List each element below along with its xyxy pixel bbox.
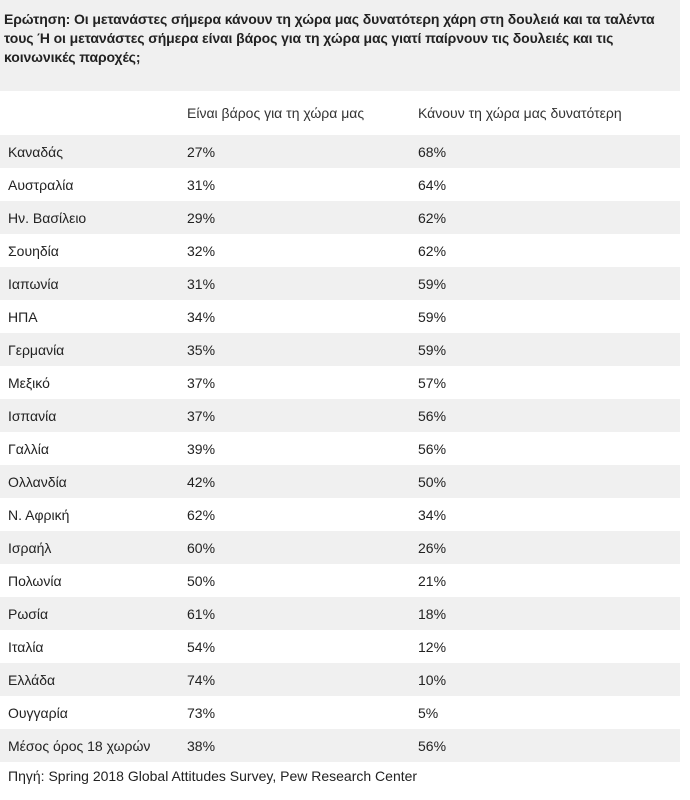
table-row: Ουγγαρία 73% 5% — [0, 696, 680, 729]
stronger-cell: 59% — [418, 267, 680, 300]
country-cell: Ισραήλ — [0, 531, 187, 564]
table-row: ΗΠΑ 34% 59% — [0, 300, 680, 333]
table-row: Ν. Αφρική 62% 34% — [0, 498, 680, 531]
stronger-cell: 62% — [418, 201, 680, 234]
country-cell: Αυστραλία — [8, 176, 74, 193]
column-header-burden: Είναι βάρος για τη χώρα μας — [187, 105, 365, 121]
stronger-cell: 10% — [418, 663, 680, 696]
burden-cell: 27% — [187, 135, 418, 168]
table-row: Ολλανδία 42% 50% — [0, 465, 680, 498]
stronger-cell: 56% — [418, 729, 680, 762]
stronger-cell: 50% — [418, 465, 680, 498]
stronger-cell: 12% — [418, 638, 447, 655]
country-cell: Σουηδία — [8, 242, 59, 259]
table-row: Σουηδία 32% 62% — [0, 234, 680, 267]
country-cell: Γαλλία — [8, 440, 50, 457]
country-cell: ΗΠΑ — [8, 308, 38, 325]
burden-cell: 29% — [187, 201, 418, 234]
burden-cell: 50% — [187, 572, 216, 589]
table-row: Αυστραλία 31% 64% — [0, 168, 680, 201]
burden-cell: 38% — [187, 729, 418, 762]
country-cell: Ουγγαρία — [8, 704, 68, 721]
stronger-cell: 57% — [418, 374, 447, 391]
stronger-cell: 64% — [418, 176, 447, 193]
stronger-cell: 5% — [418, 704, 439, 721]
burden-cell: 42% — [187, 465, 418, 498]
burden-cell: 37% — [187, 374, 216, 391]
header-row: Είναι βάρος για τη χώρα μας Κάνουν τη χώ… — [0, 91, 680, 135]
table-row: Ρωσία 61% 18% — [0, 597, 680, 630]
table-row: Γερμανία 35% 59% — [0, 333, 680, 366]
burden-cell: 35% — [187, 333, 418, 366]
source-note: Πηγή: Spring 2018 Global Attitudes Surve… — [8, 768, 418, 784]
column-header-country — [0, 91, 187, 135]
burden-cell: 31% — [187, 267, 418, 300]
country-cell: Ισπανία — [0, 399, 187, 432]
burden-cell: 32% — [187, 242, 216, 259]
table-head: Είναι βάρος για τη χώρα μας Κάνουν τη χώ… — [0, 91, 680, 135]
country-cell: Ν. Αφρική — [8, 506, 70, 523]
country-cell: Ιταλία — [8, 638, 44, 655]
table-row: Ιαπωνία 31% 59% — [0, 267, 680, 300]
country-cell: Ιαπωνία — [0, 267, 187, 300]
stronger-cell: 68% — [418, 135, 680, 168]
burden-cell: 39% — [187, 440, 216, 457]
burden-cell: 34% — [187, 308, 216, 325]
table-row: Μεξικό 37% 57% — [0, 366, 680, 399]
table-row: Καναδάς 27% 68% — [0, 135, 680, 168]
burden-cell: 61% — [187, 597, 418, 630]
stronger-cell: 21% — [418, 572, 447, 589]
burden-cell: 74% — [187, 663, 418, 696]
results-table: Είναι βάρος για τη χώρα μας Κάνουν τη χώ… — [0, 91, 680, 762]
country-cell: Πολωνία — [8, 572, 62, 589]
table-body: Καναδάς 27% 68% Αυστραλία 31% 64% Ην. Βασίλειο… — [0, 135, 680, 762]
burden-cell: 60% — [187, 531, 418, 564]
table-row: Ισραήλ 60% 26% — [0, 531, 680, 564]
table-row: Ην. Βασίλειο 29% 62% — [0, 201, 680, 234]
burden-cell: 37% — [187, 399, 418, 432]
country-cell: Γερμανία — [0, 333, 187, 366]
burden-cell: 73% — [187, 704, 216, 721]
table-row: Ισπανία 37% 56% — [0, 399, 680, 432]
burden-cell: 54% — [187, 638, 216, 655]
stronger-cell: 62% — [418, 242, 447, 259]
country-cell: Ολλανδία — [0, 465, 187, 498]
question-text: Ερώτηση: Οι μετανάστες σήμερα κάνουν τη … — [4, 11, 655, 65]
country-cell: Ελλάδα — [0, 663, 187, 696]
burden-cell: 31% — [187, 176, 216, 193]
burden-cell: 62% — [187, 506, 216, 523]
stronger-cell: 59% — [418, 333, 680, 366]
country-cell: Ρωσία — [0, 597, 187, 630]
table-row: Πολωνία 50% 21% — [0, 564, 680, 597]
column-header-stronger: Κάνουν τη χώρα μας δυνατότερη — [418, 105, 622, 121]
country-cell: Μεξικό — [8, 374, 50, 391]
stronger-cell: 56% — [418, 440, 447, 457]
stronger-cell: 59% — [418, 308, 447, 325]
table-row: Γαλλία 39% 56% — [0, 432, 680, 465]
table-row: Ελλάδα 74% 10% — [0, 663, 680, 696]
country-cell: Ην. Βασίλειο — [0, 201, 187, 234]
stronger-cell: 26% — [418, 531, 680, 564]
country-cell: Μέσος όρος 18 χωρών — [0, 729, 187, 762]
table-row: Ιταλία 54% 12% — [0, 630, 680, 663]
stronger-cell: 56% — [418, 399, 680, 432]
stronger-cell: 34% — [418, 506, 447, 523]
survey-table-container: Ερώτηση: Οι μετανάστες σήμερα κάνουν τη … — [0, 0, 680, 784]
table-row: Μέσος όρος 18 χωρών 38% 56% — [0, 729, 680, 762]
country-cell: Καναδάς — [0, 135, 187, 168]
stronger-cell: 18% — [418, 597, 680, 630]
question-header: Ερώτηση: Οι μετανάστες σήμερα κάνουν τη … — [0, 0, 680, 91]
